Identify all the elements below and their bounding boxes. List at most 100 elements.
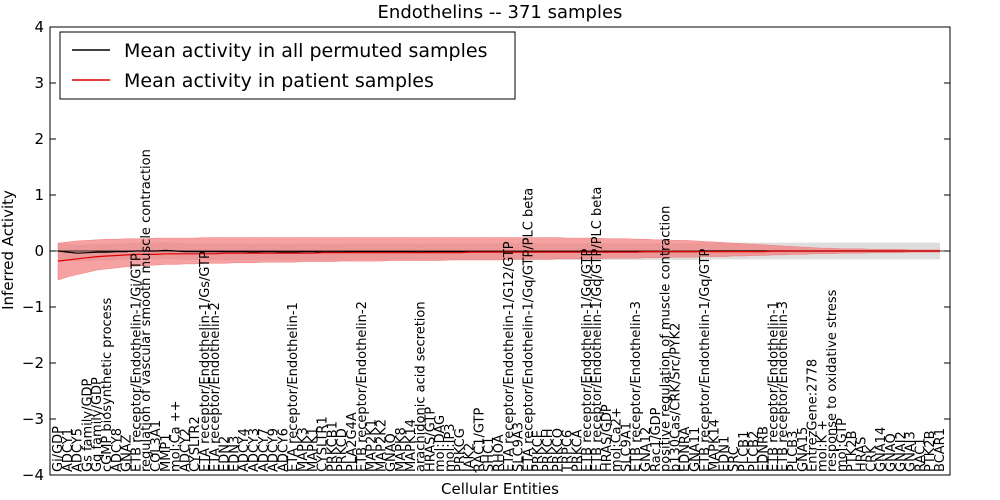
entity-label: GNA12 [639,427,654,472]
entity-label: PRKCA [570,429,585,472]
plot-frame [49,26,951,476]
x-axis-label: Cellular Entities [441,480,559,498]
entity-label: PRKCQ [551,428,566,472]
entity-label: PRKCD [335,428,350,472]
y-tick-label: 1 [34,186,44,204]
entity-label: ADCY3 [247,428,262,472]
entity-label: Gs family/GDP [80,378,95,472]
entity-label: regulation of vascular smooth muscle con… [139,149,154,472]
y-tick-label: 2 [34,130,44,148]
entity-label: GNAZ [120,434,135,472]
entity-label: ADCY7 [257,428,272,472]
y-tick-label: −1 [22,298,44,316]
entity-label: EntrezGene:2778 [806,359,821,472]
entity-label: GNA14 [874,427,889,472]
entity-label: ADCY6 [276,428,291,472]
y-tick-label: 0 [34,242,44,260]
entity-label: p130Cas/CRK/Src/PYK2 [668,323,683,472]
entity-label: PRKCB1 [325,421,340,472]
entity-label: PLA2G4A [345,412,360,472]
y-tick-label: 4 [34,18,44,36]
entity-label: ETB receptor/Endothelin-2 [355,301,370,472]
entity-label: cGMP biosynthetic process [100,298,115,472]
entity-label: response to oxidative stress [825,289,840,472]
entity-label: ETB receptor/Endothelin-1/Gq/GTP [698,249,713,472]
patient-mean-line [57,250,940,262]
entity-label: GNA11 [688,427,703,472]
entity-label: mol:Ca2+ [610,407,625,472]
entity-label: ADCY4 [237,428,252,472]
entity-label: PRKCG [453,428,468,472]
entity-label: MAPK1 [306,427,321,472]
entity-label: SHC1 [482,437,497,472]
entity-label: SRC [727,446,742,472]
entity-label: Gi/GDP [51,426,66,472]
entity-label: ETB receptor/Endothelin-1/Gq/GTP/PLC bet… [590,187,605,472]
entity-label: HRAS [855,437,870,472]
entity-label: GNAQ [384,433,399,472]
entity-label: MAPK8 [394,427,409,472]
entity-label: CRK [864,445,879,472]
entity-label: MAPK14 [708,419,723,472]
entity-label: positive regulation of muscle contractio… [659,206,674,472]
entity-label: MAPK14 [404,419,419,472]
entity-label: MAPK3 [296,427,311,472]
entity-label: MMP1 [159,433,174,472]
entity-label: ADCY9 [267,428,282,472]
entity-label: EDNRB [757,426,772,472]
entity-label: Gq family/GDP [90,377,105,472]
entity-label: MAP2K2 [374,419,389,472]
entity-label: arachidonic acid secretion [414,301,429,472]
entity-label: PTK2B [923,431,938,473]
entity-label: EDNRA [678,427,693,472]
entity-label: EDN1 [717,436,732,472]
entity-label: CYSLTR1 [316,416,331,472]
entity-label: SLC9A1 [619,422,634,472]
y-tick-label: −3 [22,410,44,428]
entity-label: SLC9A3 [512,422,527,472]
entity-label: ETB receptor/Endothelin-3 [629,301,644,472]
legend-box [59,31,516,100]
entity-label: PTK2B [845,431,860,473]
entity-label: HRAS/GTP [423,407,438,472]
entity-label: ADCY1 [61,428,76,472]
entity-label: CYSLTR2 [188,416,203,472]
entity-label: EDN2 [218,436,233,472]
entity-label: RHOA [492,434,507,472]
entity-label: ETA receptor/Endothelin-2 [208,302,223,472]
entity-label: GNA15 [796,427,811,472]
entity-label: PRKCH [541,428,556,472]
legend-label-patient: Mean activity in patient samples [124,70,434,92]
y-axis-ticks: −4 −3 −2 −1 0 1 2 3 4 [22,18,950,484]
entity-label: ETB receptor/Endothelin-1/Gq/GTP [580,249,595,472]
entity-label: MAP2K1 [365,419,380,472]
entity-label: ETA receptor/Endothelin-1 [286,302,301,472]
entity-label: TRPC6 [561,430,576,473]
y-tick-label: 3 [34,74,44,92]
entity-label: mol:IP3 [443,423,458,472]
entity-label: ETA receptor/Endothelin-1/Gq/GTP/PLC bet… [521,188,536,472]
entity-label: JAK2 [463,443,478,473]
entity-label: mol:Ca ++ [169,400,184,472]
y-tick-label: −2 [22,354,44,372]
legend: Mean activity in all permuted samples Me… [59,31,516,100]
patient-band [57,237,941,281]
entity-label: GNAQ [884,433,899,472]
entity-label: ADCY5 [71,428,86,472]
entity-label: PLCB1 [737,431,752,472]
entity-label: ETB receptor/Endothelin-3 [776,301,791,472]
entity-label: GNAI3 [904,431,919,472]
y-tick-label: −4 [22,466,44,484]
entity-label: RAC1 [913,437,928,472]
entity-label: RAC1/GTP [472,408,487,472]
entity-label: PLCB2 [747,431,762,472]
entity-label: mol:GTP [835,418,850,472]
entity-label: Rac1/GDP [649,407,664,472]
entity-label: BCAR1 [933,428,948,472]
entity-label: ETB receptor/Endothelin-1 [766,301,781,472]
legend-label-permuted: Mean activity in all permuted samples [124,40,487,62]
entity-label: mol:DAG [433,415,448,472]
chart-title: Endothelins -- 371 samples [378,2,623,23]
